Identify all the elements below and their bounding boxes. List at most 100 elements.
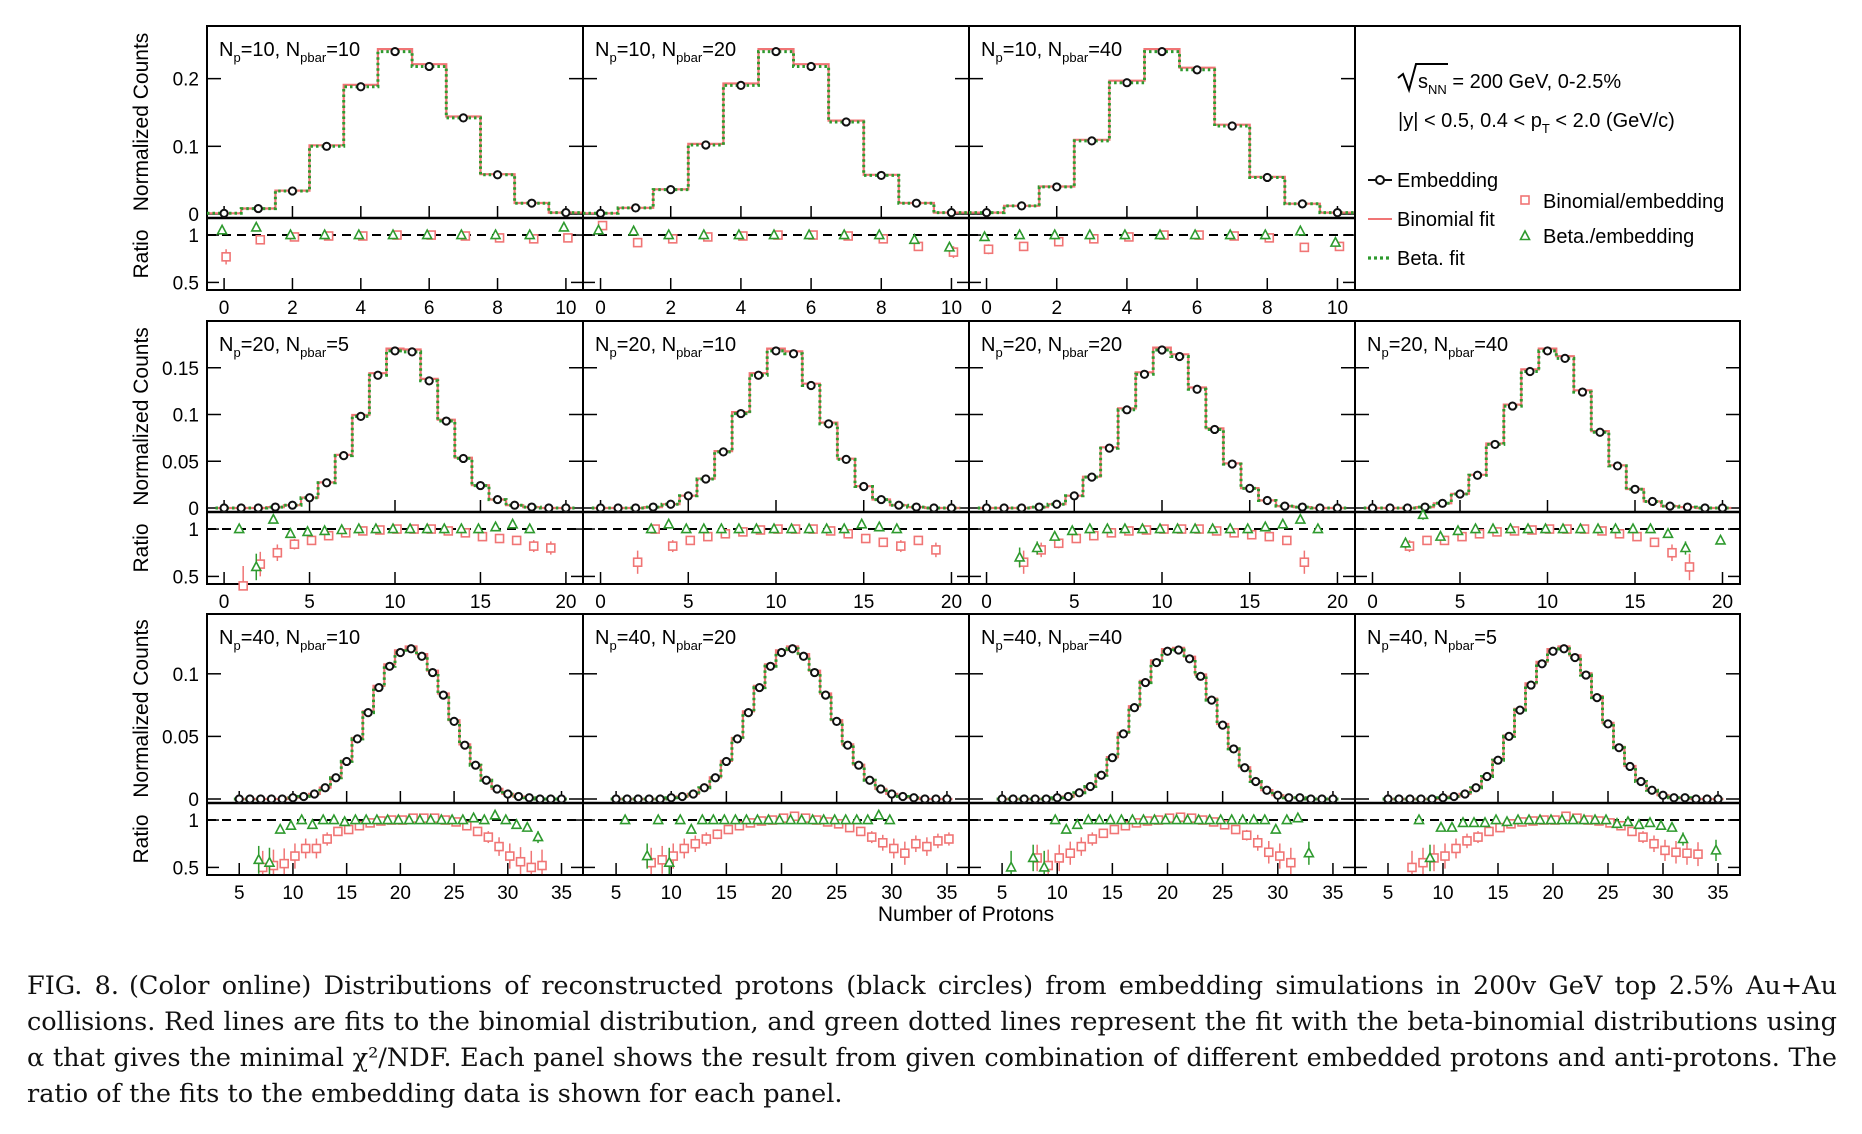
beta-ratio-point (381, 813, 394, 825)
binomial-ratio-point (343, 824, 354, 835)
beta-ratio-point (338, 815, 351, 827)
binomial-ratio-point (844, 822, 855, 833)
embedding-point (561, 503, 571, 513)
binomial-ratio-point (1275, 851, 1285, 861)
beta-ratio-point (1710, 843, 1722, 855)
beta-ratio-point (1329, 235, 1342, 247)
beta-ratio-point (1589, 813, 1601, 825)
embedding-point (1542, 346, 1553, 356)
embedding-point (234, 794, 244, 804)
label-post: =40 (1088, 39, 1122, 61)
legend-cuts-text: |y| < 0.5, 0.4 < pT < 2.0 (GeV/c) (1398, 110, 1675, 136)
embedding-point (1210, 424, 1220, 435)
beta-ratio-point (1512, 813, 1524, 825)
beta-ratio-point (943, 240, 956, 252)
embedding-point (1416, 794, 1426, 804)
binomial-ratio-point (290, 851, 300, 861)
beta-ratio-point (1189, 228, 1201, 240)
beta-ratio-point (233, 522, 246, 534)
embedding-point (911, 502, 921, 512)
beta-ratio-point (438, 522, 451, 534)
figure: Normalized Counts Ratio Normalized Counts R… (130, 25, 1741, 926)
embedding-point (1625, 761, 1635, 772)
embedding-point (1437, 498, 1448, 508)
label-n: N (981, 627, 995, 649)
panel-label: Np=20, Npbar=5 (219, 334, 349, 360)
binomial-ratio-point (877, 837, 888, 848)
embedding-point (1052, 793, 1062, 803)
x-tick-label: 10 (555, 298, 576, 319)
binomial-ratio-point (657, 855, 668, 865)
x-tick-label: 0 (981, 592, 992, 613)
beta-ratio-point (1424, 851, 1436, 863)
binomial-ratio-point (632, 557, 643, 568)
beta-ratio-point (489, 520, 502, 532)
x-tick-label: 2 (665, 298, 676, 319)
beta-ratio-point (284, 527, 297, 539)
binomial-ratio-point (679, 843, 690, 854)
beta-ratio-point (370, 522, 382, 534)
embedding-point (1665, 501, 1675, 511)
embedding-point (1240, 763, 1250, 773)
x-tick-label: 5 (611, 883, 622, 904)
embedding-point (1297, 502, 1307, 512)
embedding-point (374, 682, 384, 693)
beta-ratio-point (1539, 522, 1552, 534)
label-post: =5 (1474, 627, 1497, 649)
embedding-point (1284, 793, 1294, 803)
beta-ratio-point (1574, 522, 1587, 534)
binomial-ratio-point (1627, 826, 1637, 837)
binomial-ratio-point (723, 824, 734, 835)
panel-label: Np=40, Npbar=5 (1367, 627, 1497, 653)
label-post: =20 (702, 627, 736, 649)
binomial-ratio-point (1632, 531, 1642, 542)
embedding-point (644, 794, 654, 804)
binomial-ratio-point (528, 541, 539, 551)
x-tick-label: 10 (661, 883, 682, 904)
x-tick-label: 10 (765, 592, 786, 613)
binomial-ratio-point (1109, 824, 1120, 835)
panel-label: Np=10, Npbar=20 (595, 39, 736, 65)
beta-ratio-point (1071, 818, 1084, 830)
beta-fit-line (591, 349, 961, 510)
embedding-point (1402, 503, 1413, 513)
beta-ratio-point (1259, 228, 1272, 240)
y-tick-label: 0 (188, 205, 199, 226)
binomial-ratio-point (1682, 848, 1692, 859)
embedding-point (1173, 645, 1184, 655)
panel-1-2: 0 5 10 15 20 Np=20, Npbar=20 (968, 320, 1356, 613)
embedding-point (1713, 794, 1723, 804)
panel-frame (206, 320, 584, 585)
beta-ratio-point (1154, 522, 1166, 534)
embedding-point (721, 756, 731, 767)
embedding-point (765, 661, 776, 671)
label-sub-p: p (995, 50, 1002, 65)
legend-beta-fit-label: Beta. fit (1397, 248, 1465, 270)
beta-ratio-point (1136, 522, 1149, 534)
embedding-point (832, 716, 842, 726)
label-sub-pbar: pbar (676, 50, 703, 65)
embedding-point (1245, 483, 1255, 493)
ratio-tick-label: 1 (188, 226, 199, 247)
label-n: N (981, 334, 995, 356)
embedding-point (1612, 461, 1623, 471)
binomial-ratio-point (1484, 826, 1494, 837)
panel-frame (1354, 613, 1741, 876)
label-n: N (595, 39, 609, 61)
label-sub-p: p (233, 50, 240, 65)
embedding-point (527, 502, 537, 512)
x-tick-label: 20 (1157, 883, 1178, 904)
legend-energy-part: s (1418, 71, 1428, 93)
embedding-point (911, 198, 921, 208)
beta-ratio-point (446, 813, 458, 825)
beta-ratio-point (707, 813, 720, 825)
beta-ratio-point (1189, 522, 1201, 534)
embedding-point (385, 661, 395, 671)
beta-ratio-point (855, 517, 868, 529)
beta-ratio-point (1633, 818, 1645, 830)
x-tick-label: 30 (1652, 883, 1673, 904)
label-mid: =40, N (1389, 627, 1448, 649)
beta-ratio-point (1399, 536, 1412, 548)
